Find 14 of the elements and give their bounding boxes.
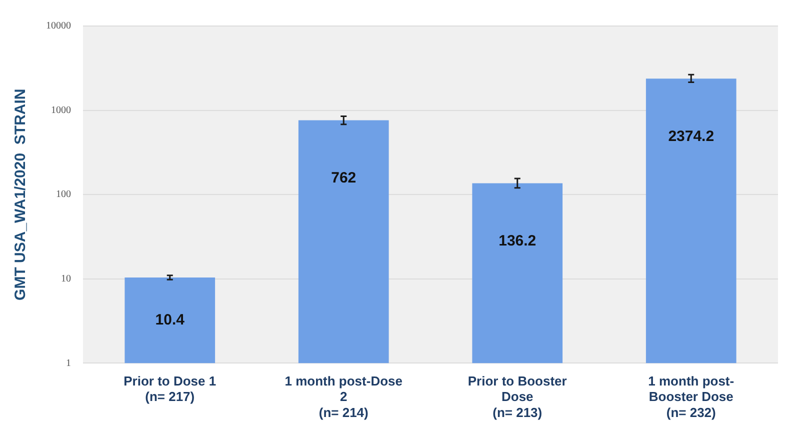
x-tick-label: 1 month post-Dose 2 (n= 214) — [284, 374, 402, 420]
data-label: 136.2 — [498, 232, 536, 250]
y-tick-label: 100 — [56, 189, 71, 200]
y-tick-label: 10000 — [46, 20, 71, 32]
data-label: 10.4 — [155, 311, 186, 328]
y-axis-title: GMT USA_WA1/2020 STRAIN — [12, 88, 30, 300]
y-tick-label: 10 — [61, 274, 71, 285]
x-tick-label: Prior to Booster Dose (n= 213) — [468, 374, 567, 420]
y-tick-label: 1000 — [51, 104, 71, 116]
data-label: 762 — [331, 169, 356, 186]
y-tick-label: 1 — [66, 358, 71, 369]
x-tick-label: Prior to Dose 1 (n= 217) — [124, 374, 216, 404]
data-label: 2374.2 — [668, 128, 714, 145]
x-tick-label: 1 month post- Booster Dose (n= 232) — [648, 374, 734, 420]
